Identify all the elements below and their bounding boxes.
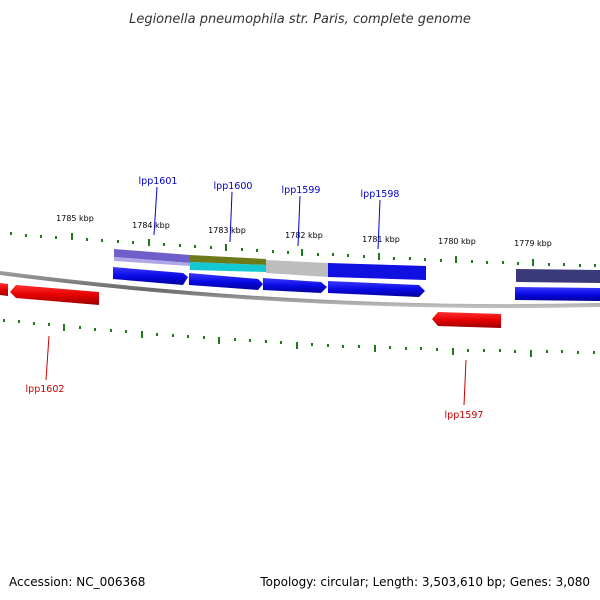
category-segment — [190, 255, 266, 265]
forward-genes — [113, 267, 600, 301]
label-leaders — [45, 186, 467, 406]
upper-tick-row — [10, 232, 596, 267]
kbp-label: 1785 kbp — [56, 214, 94, 223]
kbp-scale: 1785 kbp 1784 kbp 1783 kbp 1782 kbp 1781… — [56, 214, 552, 248]
kbp-label: 1784 kbp — [132, 221, 170, 230]
gene-arrow-forward[interactable] — [189, 273, 263, 290]
accession-text: Accession: NC_006368 — [9, 575, 145, 589]
gene-labels: lpp1601 lpp1600 lpp1599 lpp1598 lpp1602 … — [26, 176, 484, 421]
gene-label[interactable]: lpp1598 — [361, 189, 400, 200]
gene-arrow-forward[interactable] — [113, 267, 188, 285]
genome-backbone — [0, 271, 600, 309]
gene-label[interactable]: lpp1599 — [282, 185, 321, 196]
gene-label[interactable]: lpp1602 — [26, 384, 65, 395]
kbp-label: 1783 kbp — [208, 226, 246, 235]
gene-arrow-reverse[interactable] — [10, 285, 99, 305]
kbp-label: 1779 kbp — [514, 239, 552, 248]
kbp-label: 1782 kbp — [285, 231, 323, 240]
category-segment — [266, 260, 328, 277]
gene-arrow-forward[interactable] — [328, 281, 425, 297]
kbp-label: 1781 kbp — [362, 235, 400, 244]
genome-summary: Topology: circular; Length: 3,503,610 bp… — [259, 575, 590, 589]
gene-arrow-forward[interactable] — [515, 287, 600, 301]
category-segment — [328, 263, 426, 280]
category-segment — [114, 249, 190, 263]
gene-arrow-reverse[interactable] — [432, 312, 501, 328]
kbp-label: 1780 kbp — [438, 237, 476, 246]
gene-label[interactable]: lpp1597 — [445, 410, 484, 421]
gene-arrow-forward[interactable] — [263, 278, 327, 293]
gene-label[interactable]: lpp1601 — [139, 176, 178, 187]
category-segment — [190, 262, 266, 272]
gene-arrow-reverse[interactable] — [0, 283, 8, 296]
reverse-genes — [0, 283, 501, 328]
gene-label[interactable]: lpp1600 — [214, 181, 253, 192]
category-segment — [114, 257, 190, 266]
map-title: Legionella pneumophila str. Paris, compl… — [129, 12, 471, 27]
category-track — [114, 249, 600, 283]
category-segment — [516, 269, 600, 283]
lower-tick-row — [3, 319, 595, 357]
